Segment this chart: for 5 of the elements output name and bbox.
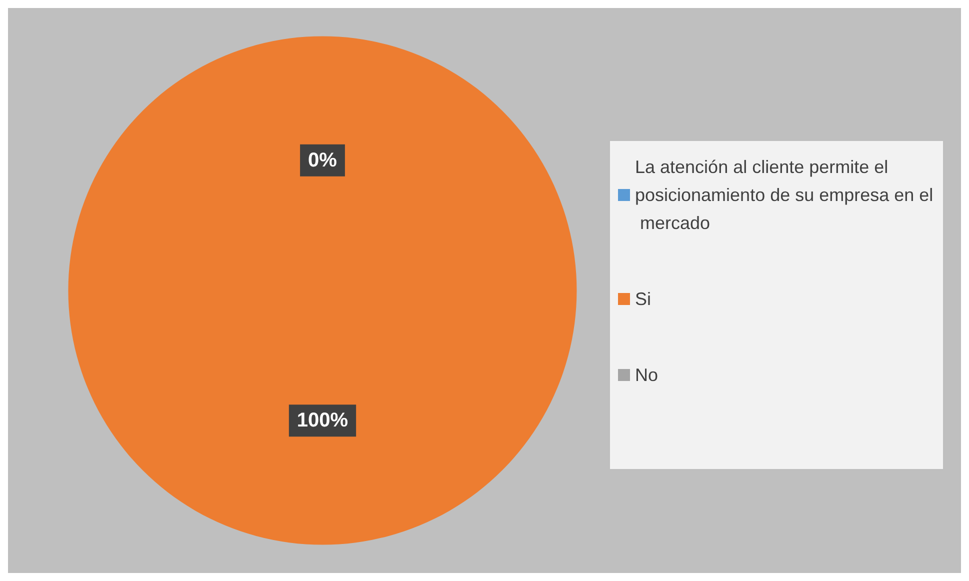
legend-label: No — [635, 365, 658, 385]
text: 0% — [308, 149, 337, 172]
data-label: 100% — [296, 410, 348, 432]
legend-label: La atención al cliente permite el posicionamiento de su empresa en el mercado — [635, 157, 934, 233]
legend-label: Si — [635, 289, 652, 309]
